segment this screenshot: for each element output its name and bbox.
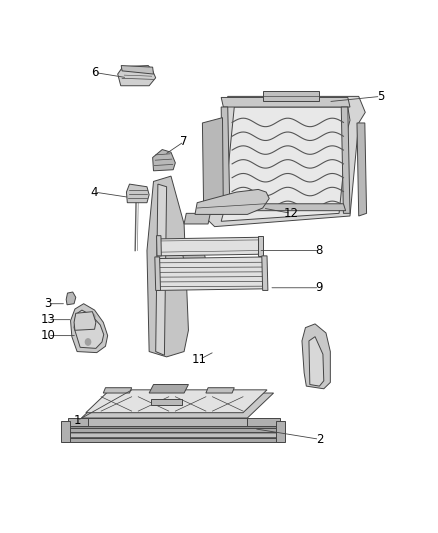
Polygon shape: [86, 390, 267, 413]
Text: 6: 6: [91, 66, 98, 79]
Text: 5: 5: [377, 90, 384, 103]
Polygon shape: [62, 423, 285, 428]
Text: 12: 12: [283, 207, 299, 220]
Polygon shape: [81, 393, 274, 418]
Polygon shape: [157, 257, 266, 290]
Polygon shape: [221, 98, 350, 107]
Text: 4: 4: [91, 185, 98, 199]
Polygon shape: [221, 107, 230, 213]
Polygon shape: [62, 438, 280, 442]
Text: 2: 2: [316, 433, 323, 446]
Polygon shape: [68, 418, 88, 426]
Circle shape: [90, 314, 95, 320]
Text: 1: 1: [73, 414, 81, 427]
Polygon shape: [61, 421, 70, 442]
Circle shape: [85, 339, 91, 345]
Polygon shape: [147, 176, 188, 357]
Polygon shape: [341, 107, 350, 213]
Polygon shape: [151, 399, 182, 405]
Polygon shape: [66, 292, 76, 305]
Polygon shape: [71, 304, 108, 353]
Polygon shape: [152, 150, 175, 171]
Polygon shape: [258, 236, 263, 256]
Polygon shape: [202, 118, 223, 214]
Polygon shape: [127, 184, 149, 203]
Polygon shape: [195, 189, 269, 214]
Text: 3: 3: [44, 297, 52, 310]
Polygon shape: [118, 66, 155, 86]
Text: 7: 7: [180, 135, 188, 148]
Text: 11: 11: [192, 353, 207, 366]
Text: 13: 13: [40, 313, 55, 326]
Polygon shape: [184, 213, 210, 224]
Polygon shape: [309, 337, 324, 386]
Text: 9: 9: [316, 281, 323, 294]
Polygon shape: [357, 123, 367, 216]
Polygon shape: [221, 107, 350, 221]
Polygon shape: [121, 66, 153, 74]
Polygon shape: [74, 310, 104, 349]
Polygon shape: [103, 387, 132, 393]
Polygon shape: [204, 96, 365, 227]
Polygon shape: [182, 251, 206, 261]
Text: 10: 10: [40, 329, 55, 342]
Polygon shape: [149, 384, 188, 393]
Polygon shape: [62, 433, 285, 438]
Polygon shape: [247, 418, 280, 426]
Polygon shape: [74, 312, 96, 330]
Polygon shape: [230, 204, 346, 211]
Polygon shape: [262, 256, 268, 290]
Polygon shape: [62, 428, 280, 432]
Polygon shape: [302, 324, 330, 389]
Polygon shape: [156, 236, 161, 256]
Polygon shape: [206, 387, 234, 393]
Polygon shape: [155, 257, 160, 290]
Polygon shape: [81, 418, 247, 426]
Polygon shape: [276, 421, 286, 442]
Text: 8: 8: [316, 244, 323, 257]
Polygon shape: [155, 184, 166, 356]
Polygon shape: [158, 237, 261, 256]
Polygon shape: [263, 91, 319, 101]
